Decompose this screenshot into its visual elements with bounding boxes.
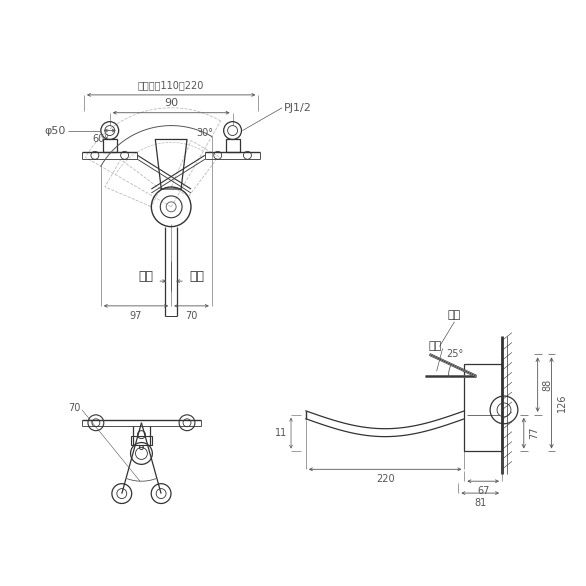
Text: PJ1/2: PJ1/2 [284,103,312,113]
Text: 30°: 30° [197,128,214,138]
Bar [464,364,502,451]
Text: 81: 81 [474,498,486,508]
Text: 吐水: 吐水 [448,310,461,320]
Text: 11: 11 [275,428,287,438]
Text: 77: 77 [529,427,539,440]
Text: 70: 70 [68,403,80,413]
Text: 60°: 60° [92,134,109,144]
Text: 25°: 25° [446,349,463,359]
Text: φ50: φ50 [45,125,66,135]
Text: 97: 97 [130,311,142,321]
Text: 取付寸法110～220: 取付寸法110～220 [138,80,205,90]
Bar [226,139,240,152]
Bar [131,435,152,445]
Text: 湯側: 湯側 [138,270,153,282]
Text: 67: 67 [477,486,489,496]
Text: 70: 70 [185,311,197,321]
Text: 水側: 水側 [189,270,205,282]
Text: 止水: 止水 [428,342,441,352]
Text: 220: 220 [376,474,394,484]
Text: 126: 126 [557,394,567,412]
Text: 88: 88 [543,379,553,391]
Bar [103,139,117,152]
Text: 90: 90 [164,98,178,108]
